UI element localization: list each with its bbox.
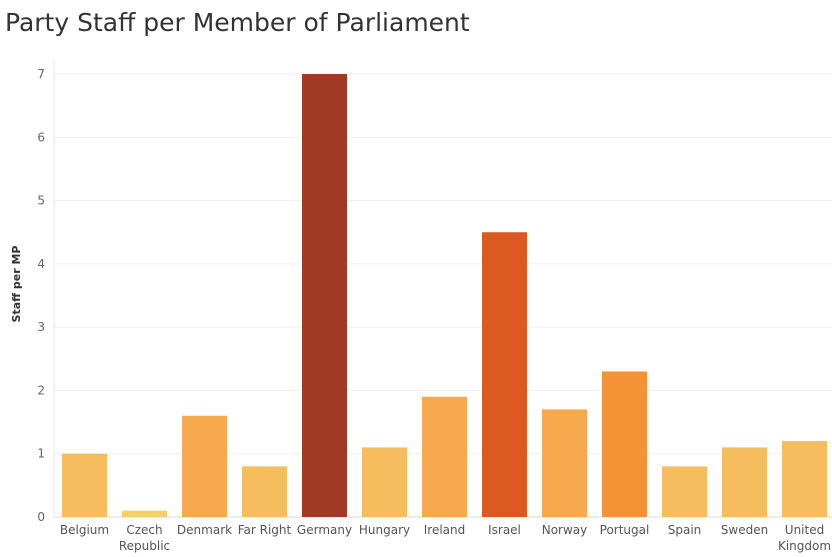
y-tick-label: 0 bbox=[37, 510, 45, 524]
x-axis: Belgium Czech Republic Denmark Far Right Germ… bbox=[60, 523, 831, 553]
y-tick-label: 2 bbox=[37, 383, 45, 397]
bar-norway[interactable] bbox=[542, 409, 587, 517]
bar-belgium[interactable] bbox=[62, 453, 107, 517]
bar-hungary[interactable] bbox=[362, 447, 407, 517]
y-tick-label: 5 bbox=[37, 194, 45, 208]
x-tick-label: Belgium bbox=[60, 523, 109, 537]
bar-portugal[interactable] bbox=[602, 371, 647, 517]
y-axis: 0 1 2 3 4 5 6 7 bbox=[37, 60, 55, 524]
x-tick-label: Sweden bbox=[721, 523, 768, 537]
y-tick-label: 7 bbox=[37, 67, 45, 81]
bar-germany[interactable] bbox=[302, 74, 347, 517]
x-tick-label: Ireland bbox=[424, 523, 466, 537]
x-tick-label: Denmark bbox=[177, 523, 232, 537]
bar-sweden[interactable] bbox=[722, 447, 767, 517]
bar-czech-republic[interactable] bbox=[122, 510, 167, 517]
bars bbox=[62, 74, 827, 517]
x-tick-label: Norway bbox=[542, 523, 588, 537]
x-tick-label: Czech Republic bbox=[119, 523, 170, 553]
y-tick-label: 4 bbox=[37, 257, 45, 271]
x-tick-label: Germany bbox=[297, 523, 352, 537]
x-tick-label: Hungary bbox=[359, 523, 410, 537]
x-tick-label: Far Right bbox=[238, 523, 292, 537]
y-tick-label: 6 bbox=[37, 130, 45, 144]
bar-denmark[interactable] bbox=[182, 415, 227, 517]
bar-ireland[interactable] bbox=[422, 396, 467, 517]
chart-title: Party Staff per Member of Parliament bbox=[5, 8, 470, 37]
bar-united-kingdom[interactable] bbox=[782, 441, 827, 517]
bar-israel[interactable] bbox=[482, 232, 527, 517]
y-tick-label: 1 bbox=[37, 447, 45, 461]
x-tick-label: Spain bbox=[668, 523, 702, 537]
x-tick-label: Portugal bbox=[600, 523, 650, 537]
x-tick-label: United Kingdom bbox=[778, 523, 831, 553]
x-tick-label: Israel bbox=[488, 523, 521, 537]
bar-spain[interactable] bbox=[662, 466, 707, 517]
y-tick-label: 3 bbox=[37, 320, 45, 334]
bar-far-right[interactable] bbox=[242, 466, 287, 517]
y-axis-label: Staff per MP bbox=[10, 246, 23, 323]
